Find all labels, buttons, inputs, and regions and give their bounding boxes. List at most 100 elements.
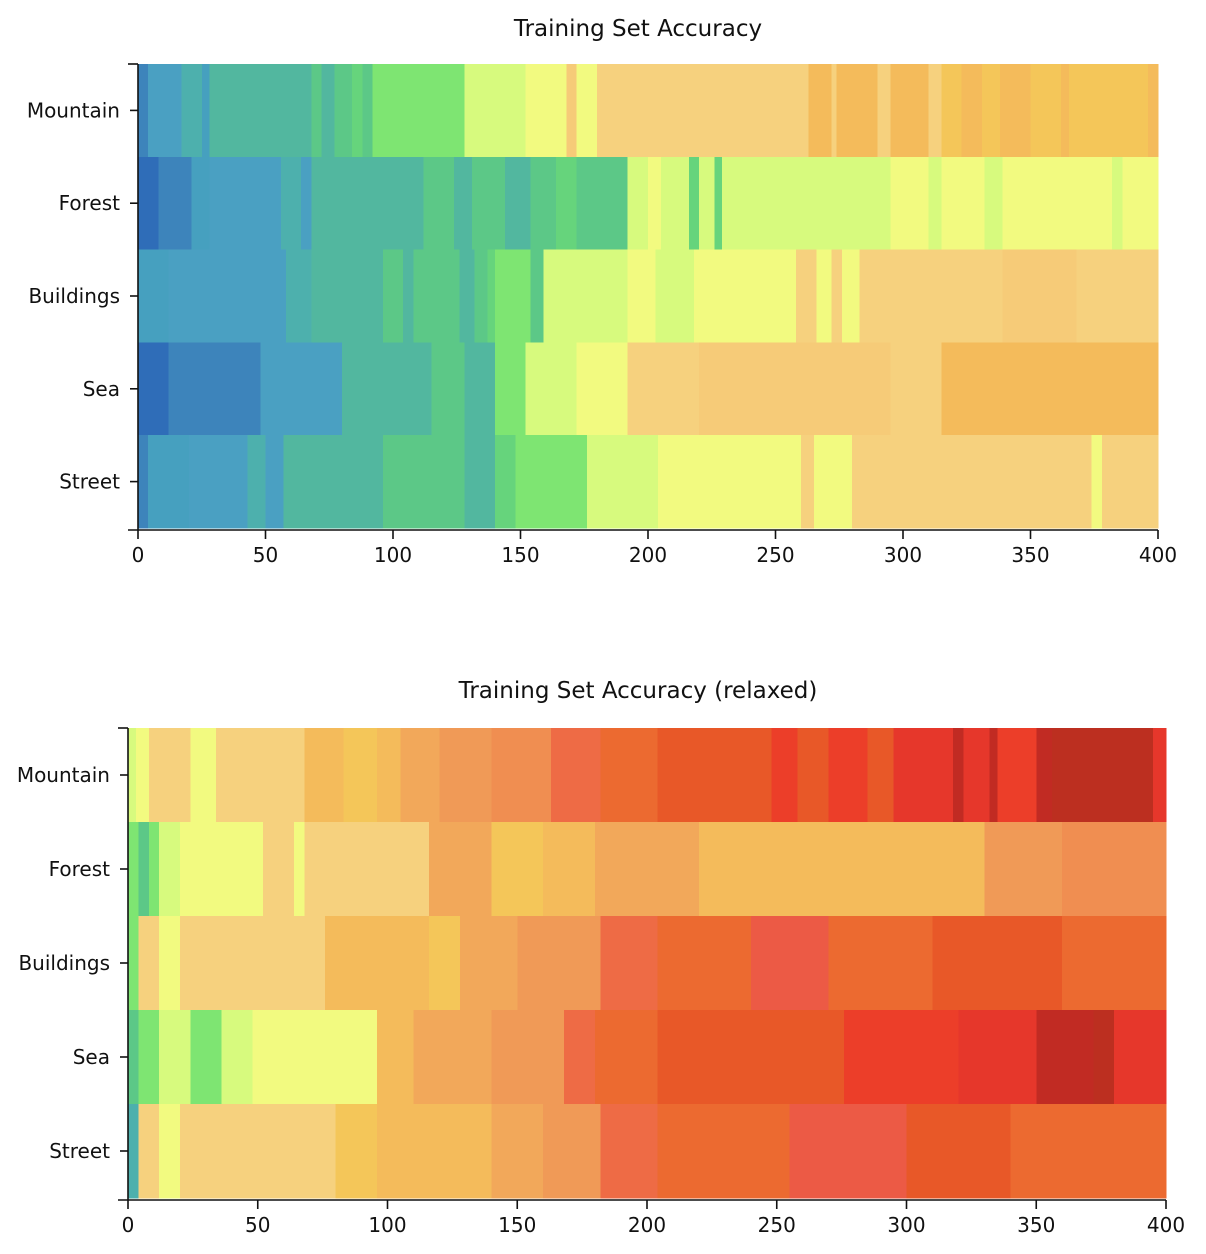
heatmap-cell: [989, 728, 998, 823]
heatmap-cell: [321, 64, 335, 158]
heatmap-cell: [963, 728, 991, 823]
heatmap-cell: [1093, 1010, 1115, 1105]
heatmap-cell: [789, 1104, 908, 1199]
heatmap-cell: [1153, 728, 1167, 823]
heatmap-cell: [1147, 64, 1159, 158]
heatmap-cell: [958, 1010, 1037, 1105]
heatmap-cell: [844, 1010, 959, 1105]
heatmap-cell: [627, 249, 657, 343]
heatmap-cell: [795, 249, 817, 343]
x-tick-label: 300: [887, 1213, 925, 1237]
heatmap-cell: [495, 249, 532, 343]
heatmap-cell: [543, 1104, 601, 1199]
heatmap-cell: [1114, 1010, 1167, 1105]
heatmap-cell: [138, 1010, 160, 1105]
heatmap-cell: [221, 1010, 254, 1105]
heatmap-cell: [491, 822, 544, 917]
x-tick-label: 150: [498, 1213, 536, 1237]
heatmap-cell: [138, 435, 149, 529]
heatmap-cell: [808, 64, 833, 158]
heatmap-cell: [128, 1104, 139, 1199]
heatmap-cell: [216, 728, 306, 823]
heatmap-cell: [138, 249, 170, 343]
heatmap-cell: [472, 156, 506, 251]
heatmap-cell: [495, 342, 527, 436]
heatmap-cell: [413, 249, 460, 343]
heatmap-cell: [377, 1010, 415, 1105]
heatmap-cell: [1062, 822, 1167, 917]
heatmap-cell: [393, 342, 432, 436]
heatmap-cell: [311, 249, 384, 343]
heatmap-cell: [597, 64, 810, 158]
heatmap-cell: [543, 822, 596, 917]
heatmap-cell: [890, 64, 930, 158]
heatmap-cell: [265, 435, 284, 529]
heatmap-cell: [771, 728, 799, 823]
heatmap-cell: [429, 822, 492, 917]
heatmap-cell: [688, 156, 700, 251]
heatmap-cell: [128, 728, 137, 823]
heatmap-cell: [1091, 435, 1103, 529]
heatmap-cell: [586, 435, 659, 529]
heatmap-cell: [491, 728, 552, 823]
heatmap-cells: [128, 728, 1167, 1199]
heatmap-cell: [997, 728, 1037, 823]
heatmap-cell: [343, 728, 378, 823]
heatmap-cell: [372, 64, 465, 158]
heatmap-cell: [852, 435, 930, 529]
heatmap-cell: [179, 822, 264, 917]
heatmap-cell: [887, 249, 1004, 343]
heatmap-cell: [181, 64, 203, 158]
y-tick-label: Buildings: [28, 284, 120, 308]
heatmap-cell: [1061, 64, 1070, 158]
heatmap-cell: [247, 435, 267, 529]
heatmap-cell: [159, 916, 181, 1011]
y-axis: Mountain Forest Buildings Sea Street: [27, 63, 139, 530]
heatmap-cell: [413, 1010, 492, 1105]
x-tick-label: 0: [122, 1213, 135, 1237]
heatmap-cell: [550, 728, 601, 823]
heatmap-cell: [209, 156, 256, 251]
heatmap-cell: [828, 728, 869, 823]
y-axis: Mountain Forest Buildings Sea Street: [17, 727, 129, 1200]
heatmap-cell: [1030, 342, 1159, 436]
heatmap-cell: [693, 249, 797, 343]
heatmap-cell: [953, 728, 965, 823]
heatmap-cell: [517, 916, 601, 1011]
y-tick-label: Forest: [49, 857, 111, 881]
heatmap-cell: [657, 1104, 791, 1199]
x-tick-label: 350: [1011, 543, 1049, 567]
heatmap-cell: [362, 64, 374, 158]
heatmap-cell: [260, 342, 343, 436]
heatmap-cell: [1030, 64, 1062, 158]
heatmap-cell: [1068, 64, 1149, 158]
x-tick-label: 250: [756, 543, 794, 567]
heatmap-cell: [730, 728, 773, 823]
heatmap-cell: [285, 249, 312, 343]
heatmap-cell: [699, 156, 715, 251]
heatmap-cell: [283, 435, 312, 529]
heatmap-cell: [135, 728, 150, 823]
heatmap-cell: [928, 435, 1093, 529]
heatmap-cell: [801, 435, 815, 529]
heatmap-cell: [648, 156, 662, 251]
x-tick-label: 150: [501, 543, 539, 567]
heatmap-cell: [304, 728, 344, 823]
heatmap-cell: [179, 916, 326, 1011]
heatmap-cell: [255, 156, 282, 251]
heatmap-cell: [148, 822, 160, 917]
heatmap-cell: [595, 1010, 658, 1105]
heatmap-cell: [159, 822, 181, 917]
heatmap-cell: [595, 822, 700, 917]
heatmap-cell: [657, 1010, 731, 1105]
heatmap-cell: [600, 916, 658, 1011]
heatmap-cell: [1036, 1010, 1094, 1105]
heatmap-cell: [342, 342, 394, 436]
heatmap-cell: [262, 822, 295, 917]
heatmap-cell: [750, 916, 830, 1011]
x-axis: 0 50 100 150 200 250 300 350 400: [128, 529, 1177, 567]
heatmap-cell: [460, 916, 518, 1011]
heatmap-cell: [382, 249, 404, 343]
y-tick-label: Buildings: [18, 951, 110, 975]
